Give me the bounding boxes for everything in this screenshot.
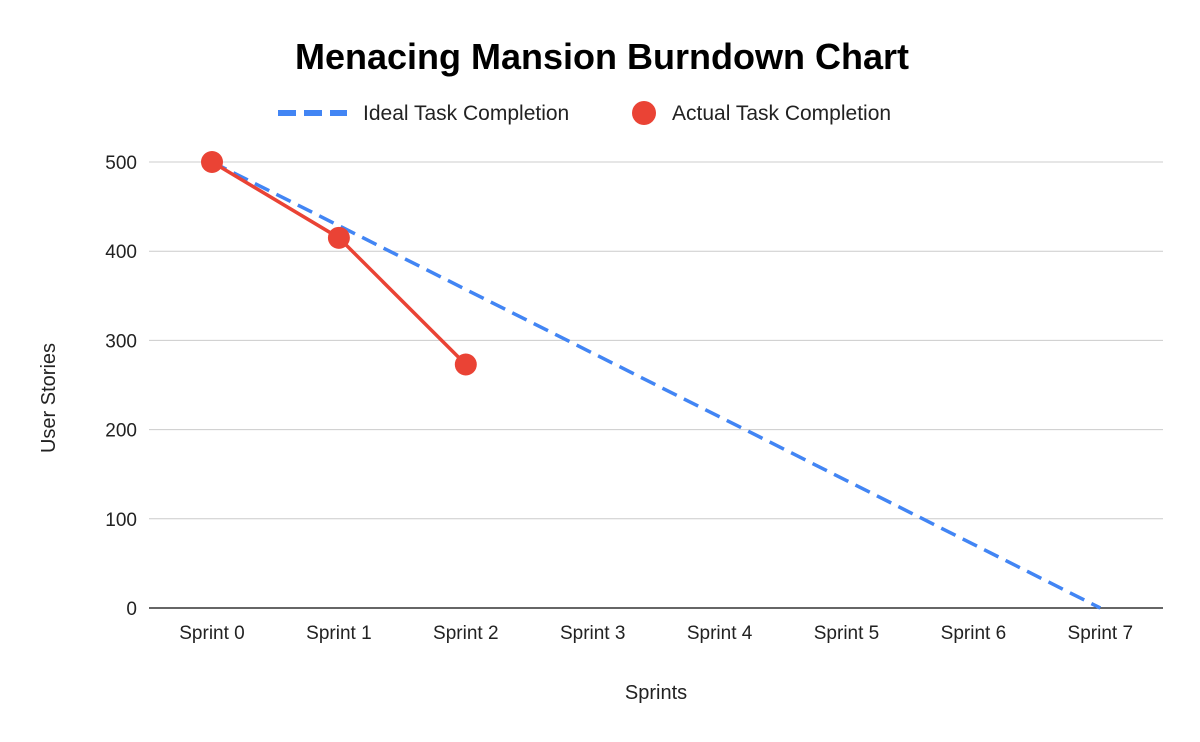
y-tick-label-300: 300 [105, 331, 137, 352]
data-point-actual-0[interactable] [201, 151, 223, 173]
gridlines [149, 161, 1163, 520]
x-tick-label-5: Sprint 5 [814, 623, 879, 644]
x-tick-label-7: Sprint 7 [1068, 623, 1133, 644]
x-axis-title: Sprints [625, 682, 687, 704]
x-tick-label-6: Sprint 6 [941, 623, 1006, 644]
legend-label-actual: Actual Task Completion [672, 102, 891, 125]
series-line-ideal [211, 160, 1102, 610]
chart-title: Menacing Mansion Burndown Chart [295, 36, 909, 77]
legend: Ideal Task Completion Actual Task Comple… [278, 101, 891, 125]
y-tick-label-400: 400 [105, 242, 137, 263]
series-layer [201, 151, 1102, 610]
y-tick-label-100: 100 [105, 510, 137, 531]
y-axis-ticks: 0 100 200 300 400 500 [105, 153, 137, 620]
legend-label-ideal: Ideal Task Completion [363, 102, 569, 125]
legend-item-actual[interactable]: Actual Task Completion [632, 101, 891, 125]
y-tick-label-200: 200 [105, 421, 137, 442]
y-tick-label-0: 0 [126, 599, 137, 620]
x-tick-label-4: Sprint 4 [687, 623, 753, 644]
data-point-actual-2[interactable] [454, 353, 477, 376]
x-tick-label-3: Sprint 3 [560, 623, 625, 644]
y-tick-label-500: 500 [105, 153, 137, 174]
series-line-actual [211, 160, 468, 366]
y-axis-title: User Stories [38, 343, 60, 453]
legend-swatch-actual [632, 101, 656, 125]
x-tick-label-2: Sprint 2 [433, 623, 498, 644]
x-tick-label-0: Sprint 0 [179, 623, 244, 644]
legend-item-ideal[interactable]: Ideal Task Completion [278, 102, 569, 125]
data-point-actual-1[interactable] [327, 226, 350, 249]
x-tick-label-1: Sprint 1 [306, 623, 371, 644]
x-axis-ticks: Sprint 0 Sprint 1 Sprint 2 Sprint 3 Sprint 4… [179, 623, 1133, 644]
